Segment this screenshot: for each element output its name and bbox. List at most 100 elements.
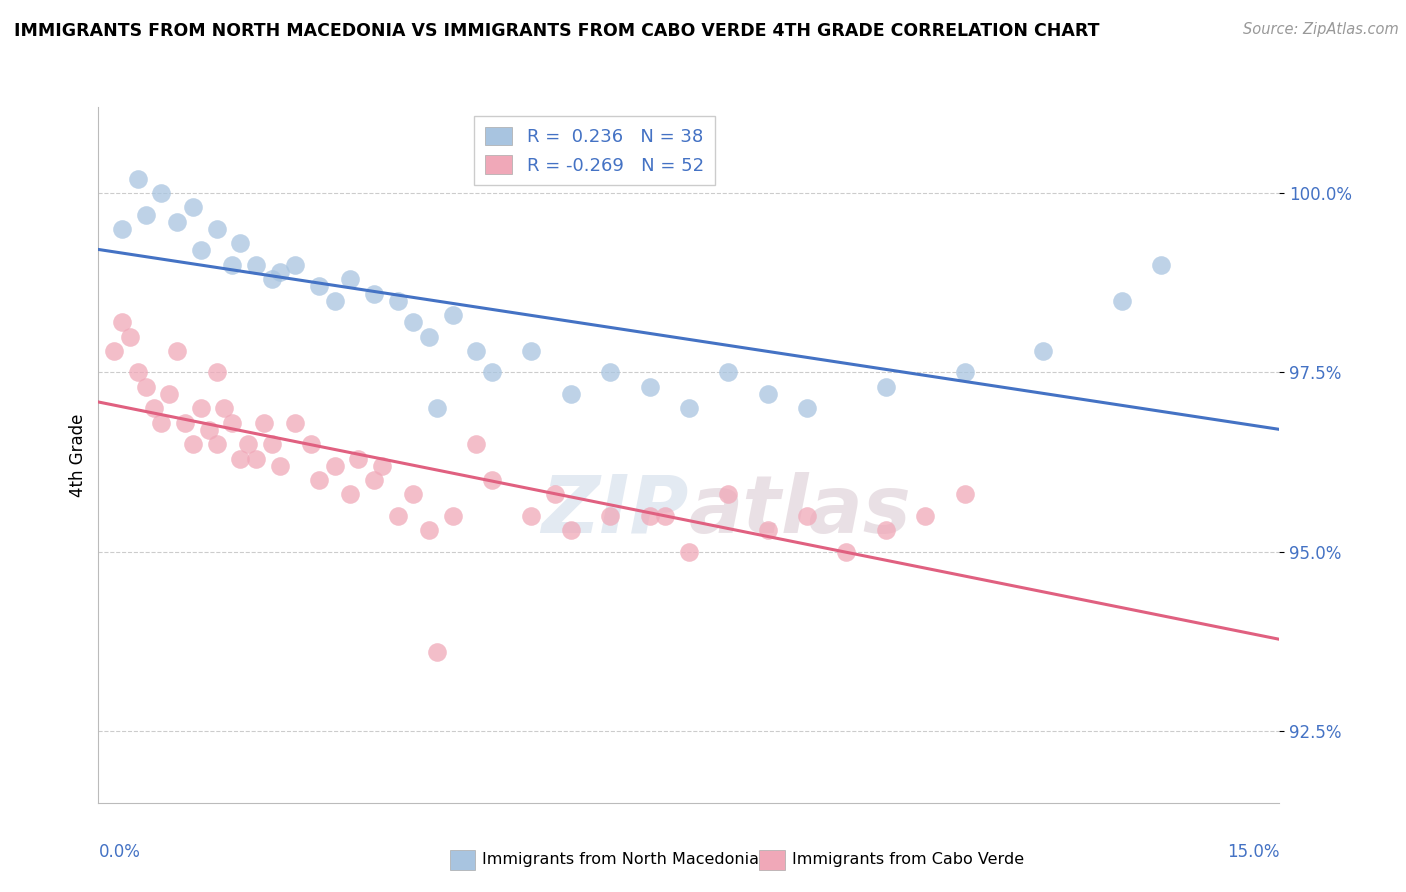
Point (166, 343, 188, 358)
Point (599, 366, 621, 380)
Point (387, 293, 409, 308)
Text: IMMIGRANTS FROM NORTH MACEDONIA VS IMMIGRANTS FROM CABO VERDE 4TH GRADE CORRELAT: IMMIGRANTS FROM NORTH MACEDONIA VS IMMIG… (14, 22, 1099, 40)
Point (481, 366, 503, 380)
Point (260, 272, 283, 286)
Point (181, 437, 204, 451)
Point (441, 508, 464, 523)
Point (111, 315, 134, 329)
Point (402, 315, 425, 329)
Point (441, 308, 464, 322)
Point (127, 366, 149, 380)
Point (323, 293, 346, 308)
Text: 15.0%: 15.0% (1227, 843, 1279, 861)
Point (426, 401, 449, 416)
Point (717, 487, 740, 501)
Point (481, 473, 503, 487)
Y-axis label: 4th Grade: 4th Grade (69, 413, 87, 497)
Point (245, 451, 267, 466)
Point (142, 401, 165, 416)
Legend: R =  0.236   N = 38, R = -0.269   N = 52: R = 0.236 N = 38, R = -0.269 N = 52 (474, 116, 714, 186)
Point (174, 416, 197, 430)
Point (1032, 343, 1054, 358)
Point (111, 222, 134, 236)
Point (214, 401, 236, 416)
Point (190, 244, 212, 258)
Point (875, 380, 897, 394)
Point (796, 401, 818, 416)
Point (465, 343, 488, 358)
Point (678, 545, 700, 559)
Point (1111, 293, 1133, 308)
Point (205, 437, 228, 451)
Point (221, 416, 243, 430)
Point (875, 523, 897, 537)
Point (363, 286, 385, 301)
Point (599, 508, 621, 523)
Point (284, 258, 307, 272)
Point (260, 437, 283, 451)
Text: Immigrants from Cabo Verde: Immigrants from Cabo Verde (792, 853, 1024, 867)
Point (560, 387, 582, 401)
Point (166, 215, 188, 229)
Point (520, 343, 543, 358)
Point (127, 171, 149, 186)
Point (150, 186, 173, 200)
Point (269, 458, 291, 473)
Point (103, 343, 125, 358)
Point (284, 416, 307, 430)
Point (181, 201, 204, 215)
Point (269, 265, 291, 279)
Point (717, 366, 740, 380)
Text: ZIP: ZIP (541, 472, 689, 549)
Point (221, 258, 243, 272)
Point (560, 523, 582, 537)
Point (371, 458, 394, 473)
Point (308, 473, 330, 487)
Point (363, 473, 385, 487)
Point (638, 380, 661, 394)
Point (190, 401, 212, 416)
Point (387, 508, 409, 523)
Point (544, 487, 567, 501)
Point (339, 272, 361, 286)
Point (756, 387, 779, 401)
Point (229, 451, 252, 466)
Point (914, 508, 936, 523)
Point (678, 401, 700, 416)
Point (253, 416, 276, 430)
Point (205, 366, 228, 380)
Point (323, 458, 346, 473)
Point (299, 437, 322, 451)
Point (157, 387, 180, 401)
Text: atlas: atlas (689, 472, 911, 549)
Point (339, 487, 361, 501)
Point (638, 508, 661, 523)
Point (796, 508, 818, 523)
Point (654, 508, 676, 523)
Point (1150, 258, 1173, 272)
Point (236, 437, 259, 451)
Point (402, 487, 425, 501)
Point (135, 208, 157, 222)
Text: 0.0%: 0.0% (98, 843, 141, 861)
Point (135, 380, 157, 394)
Point (150, 416, 173, 430)
Point (205, 222, 228, 236)
Point (520, 508, 543, 523)
Point (835, 545, 858, 559)
Point (953, 366, 976, 380)
Point (756, 523, 779, 537)
Point (418, 329, 440, 343)
Point (308, 279, 330, 293)
Point (229, 236, 252, 251)
Point (465, 437, 488, 451)
Point (245, 258, 267, 272)
Point (197, 423, 219, 437)
Point (118, 329, 141, 343)
Point (953, 487, 976, 501)
Point (426, 645, 449, 659)
Text: Source: ZipAtlas.com: Source: ZipAtlas.com (1243, 22, 1399, 37)
Text: Immigrants from North Macedonia: Immigrants from North Macedonia (482, 853, 759, 867)
Point (418, 523, 440, 537)
Point (347, 451, 370, 466)
